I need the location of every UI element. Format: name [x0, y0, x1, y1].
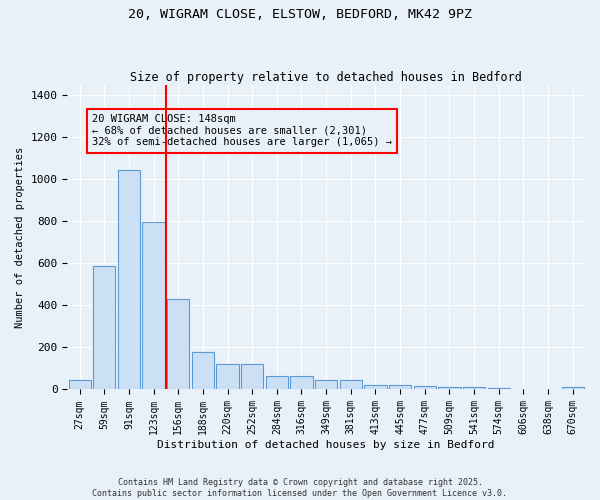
Bar	[364, 386, 386, 390]
Bar	[340, 380, 362, 390]
Bar	[68, 380, 91, 390]
Bar	[142, 222, 164, 390]
Bar	[389, 386, 411, 390]
Bar	[217, 364, 239, 390]
Bar	[512, 389, 535, 390]
Bar	[93, 266, 115, 390]
Bar	[562, 388, 584, 390]
Bar	[315, 380, 337, 390]
X-axis label: Distribution of detached houses by size in Bedford: Distribution of detached houses by size …	[157, 440, 495, 450]
Bar	[118, 170, 140, 390]
Bar	[266, 376, 288, 390]
Bar	[439, 388, 461, 390]
Bar	[290, 376, 313, 390]
Bar	[413, 386, 436, 390]
Bar	[463, 388, 485, 390]
Bar	[241, 364, 263, 390]
Bar	[192, 352, 214, 390]
Y-axis label: Number of detached properties: Number of detached properties	[15, 146, 25, 328]
Bar	[167, 299, 190, 390]
Title: Size of property relative to detached houses in Bedford: Size of property relative to detached ho…	[130, 70, 522, 84]
Text: 20, WIGRAM CLOSE, ELSTOW, BEDFORD, MK42 9PZ: 20, WIGRAM CLOSE, ELSTOW, BEDFORD, MK42 …	[128, 8, 472, 20]
Text: 20 WIGRAM CLOSE: 148sqm
← 68% of detached houses are smaller (2,301)
32% of semi: 20 WIGRAM CLOSE: 148sqm ← 68% of detache…	[92, 114, 392, 148]
Bar	[488, 388, 510, 390]
Text: Contains HM Land Registry data © Crown copyright and database right 2025.
Contai: Contains HM Land Registry data © Crown c…	[92, 478, 508, 498]
